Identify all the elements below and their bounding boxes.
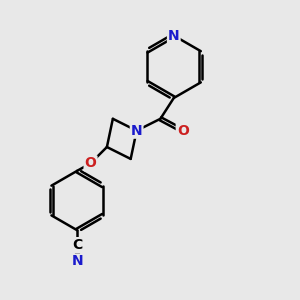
Text: C: C bbox=[72, 238, 82, 252]
Text: N: N bbox=[71, 254, 83, 268]
Text: O: O bbox=[177, 124, 189, 138]
Text: N: N bbox=[168, 28, 180, 43]
Text: O: O bbox=[85, 156, 97, 170]
Text: N: N bbox=[131, 124, 142, 138]
